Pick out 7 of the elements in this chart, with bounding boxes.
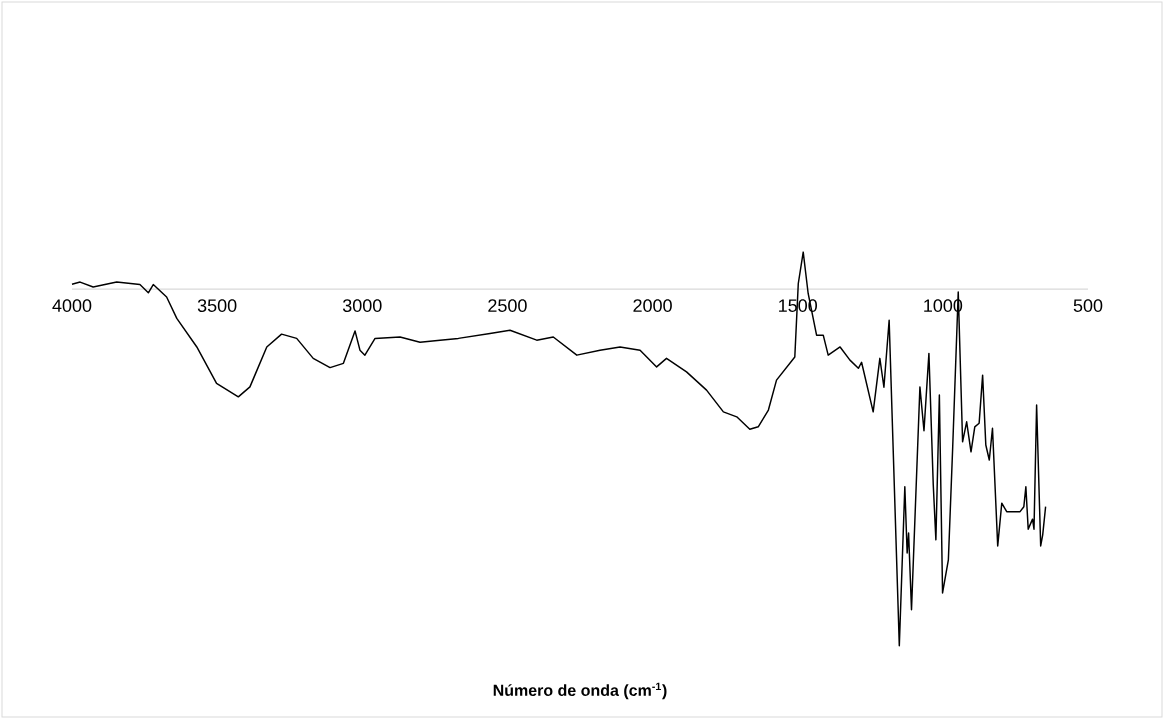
- x-tick-label: 3500: [197, 299, 237, 312]
- text: Número de onda (cm$^{-1}$): [493, 682, 667, 700]
- x-tick-label: 2500: [488, 299, 527, 312]
- x-tick-label: 3000: [342, 299, 382, 312]
- x-tick-label: 2000: [633, 299, 672, 312]
- x-tick-label: 4000: [52, 299, 92, 312]
- x-tick-label: 500: [1073, 299, 1103, 312]
